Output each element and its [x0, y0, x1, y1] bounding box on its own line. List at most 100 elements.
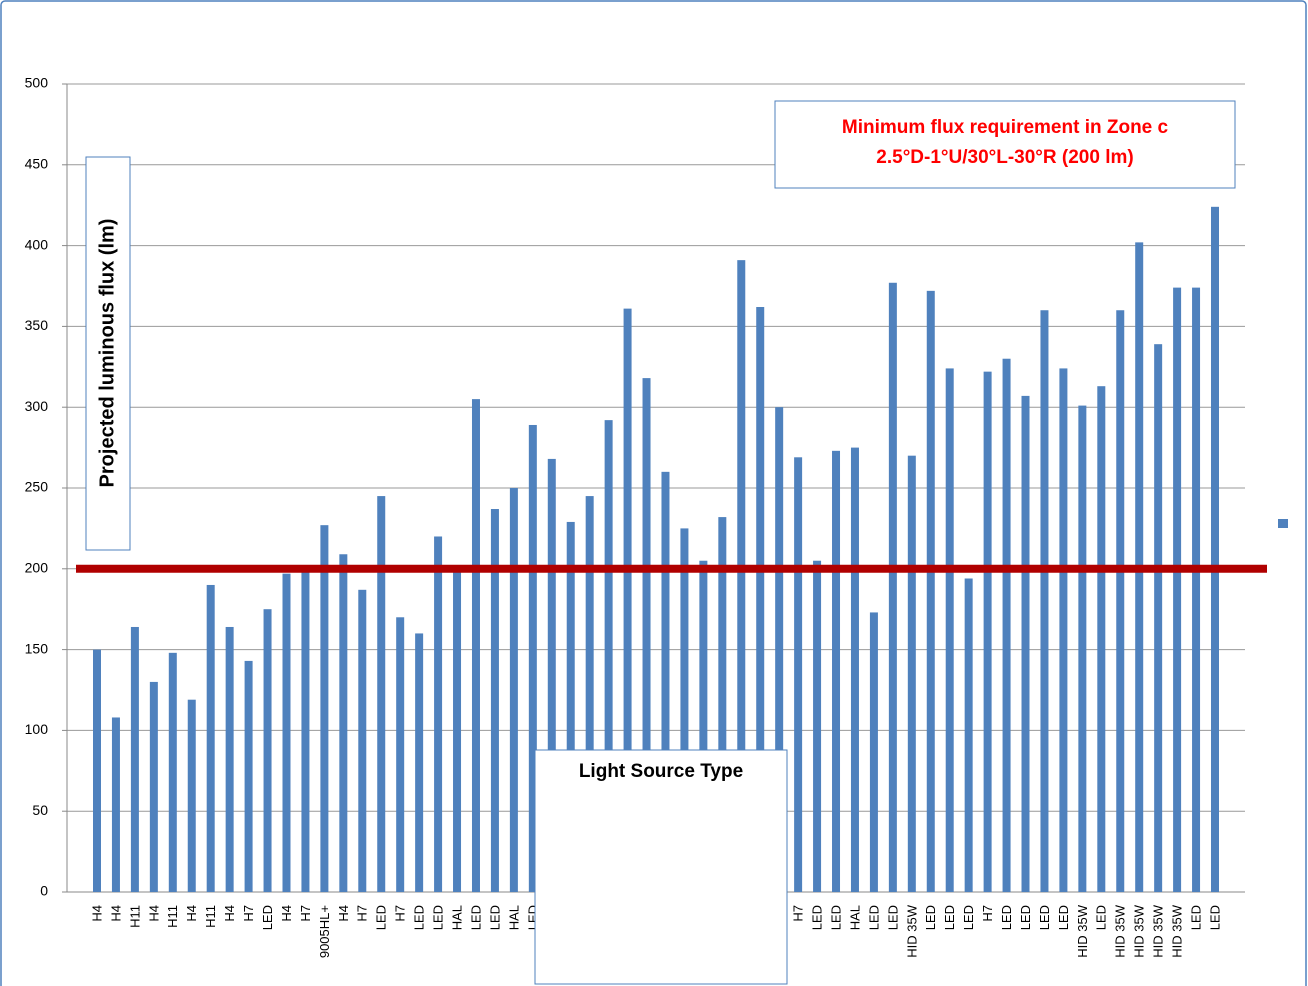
bar: [907, 455, 916, 892]
bar: [699, 560, 708, 892]
bar: [358, 589, 367, 892]
bar: [1040, 310, 1049, 892]
bar: [680, 528, 689, 892]
bar: [1154, 344, 1163, 892]
bar: [1116, 310, 1125, 892]
y-tick-label: 0: [40, 883, 48, 899]
x-tick-label: LED: [1056, 905, 1071, 930]
x-tick-label: HID 35W: [1113, 904, 1128, 957]
x-tick-label: H11: [127, 905, 142, 928]
bar: [850, 447, 859, 892]
bar: [813, 560, 822, 892]
bar: [93, 649, 101, 892]
bar: [964, 578, 973, 892]
x-tick-label: HID 35W: [1132, 904, 1147, 957]
x-tick-label: H4: [146, 905, 161, 922]
x-tick-label: HAL: [847, 905, 862, 930]
x-tick-label: LED: [412, 905, 427, 930]
y-tick-label: 450: [25, 156, 49, 172]
bar: [1002, 358, 1011, 893]
x-axis-title: Light Source Type: [579, 761, 743, 782]
bar: [1211, 206, 1219, 893]
bar: [434, 536, 443, 892]
bar: [566, 521, 575, 892]
y-tick-label: 250: [25, 479, 49, 495]
x-tick-label: LED: [468, 905, 483, 930]
x-tick-label: H7: [393, 905, 408, 922]
bar: [832, 450, 841, 892]
y-tick-label: 150: [25, 640, 49, 656]
x-tick-label: LED: [961, 905, 976, 930]
x-tick-label: H7: [980, 905, 995, 922]
bar: [320, 525, 329, 892]
x-tick-label: LED: [866, 905, 881, 930]
bar: [869, 612, 878, 892]
bar: [926, 290, 935, 892]
y-tick-label: 100: [25, 721, 49, 737]
bar: [471, 399, 480, 892]
y-tick-label: 200: [25, 560, 49, 576]
x-axis-title-box: [534, 749, 788, 985]
bar: [794, 457, 803, 892]
y-tick-label: 500: [25, 75, 49, 91]
bar: [168, 652, 177, 892]
x-tick-label: LED: [1188, 905, 1203, 930]
bar: [149, 681, 158, 892]
x-tick-label: LED: [810, 905, 825, 930]
bar: [756, 307, 765, 892]
x-tick-label: H7: [355, 905, 370, 922]
x-tick-label: H7: [298, 905, 313, 922]
y-tick-label: 50: [32, 802, 48, 818]
x-tick-label: H11: [203, 905, 218, 928]
bar: [206, 584, 215, 892]
bar: [225, 626, 234, 892]
bar: [945, 368, 954, 892]
x-tick-label: LED: [1207, 905, 1222, 930]
annotation-box: [774, 100, 1236, 189]
bar: [737, 260, 746, 892]
x-tick-label: HID 35W: [1075, 904, 1090, 957]
y-tick-label: 350: [25, 317, 49, 333]
x-tick-label: LED: [828, 905, 843, 930]
x-tick-label: HAL: [449, 905, 464, 930]
x-tick-label: HID 35W: [1151, 904, 1166, 957]
x-tick-label: HID 35W: [904, 904, 919, 957]
bar: [623, 308, 632, 892]
x-tick-label: HAL: [506, 905, 521, 930]
bar: [1078, 405, 1087, 892]
bar: [1173, 287, 1182, 893]
bar: [130, 626, 139, 892]
bar: [282, 573, 291, 892]
bar: [661, 471, 670, 892]
x-tick-label: LED: [1094, 905, 1109, 930]
bar: [1059, 368, 1068, 892]
bar: [983, 371, 992, 892]
x-tick-label: H4: [108, 905, 123, 922]
bar: [1021, 395, 1030, 892]
bar: [604, 420, 613, 892]
x-tick-label: H4: [184, 905, 199, 922]
x-tick-label: LED: [487, 905, 502, 930]
y-tick-label: 400: [25, 236, 49, 252]
annotation-line: Minimum flux requirement in Zone c: [842, 117, 1169, 138]
x-tick-label: LED: [374, 905, 389, 930]
bar: [509, 488, 518, 892]
x-tick-label: LED: [999, 905, 1014, 930]
x-tick-label: LED: [885, 905, 900, 930]
bar: [642, 378, 651, 892]
bar: [718, 517, 727, 892]
x-tick-label: LED: [942, 905, 957, 930]
bar: [528, 424, 537, 892]
x-tick-label: H7: [791, 905, 806, 922]
x-tick-label: LED: [1018, 905, 1033, 930]
x-tick-label: LED: [260, 905, 275, 930]
y-axis-title-box: [85, 156, 131, 551]
bar: [547, 458, 556, 892]
bar: [111, 717, 120, 892]
legend-marker: [1278, 519, 1288, 528]
bar: [1097, 386, 1106, 892]
bar: [396, 617, 405, 892]
